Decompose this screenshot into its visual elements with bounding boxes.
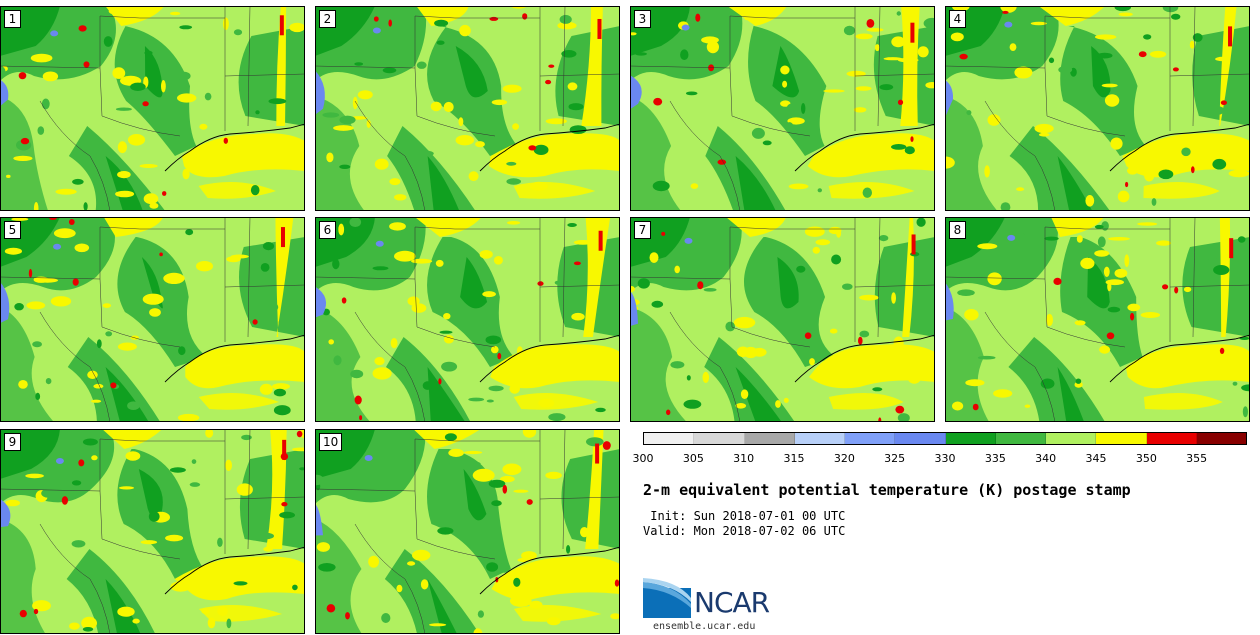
ncar-logo-icon (643, 578, 691, 618)
map-panel-3: 3 (630, 6, 935, 211)
colorbar-tick-label: 335 (984, 452, 1006, 465)
colorbar-tick-label: 345 (1085, 452, 1107, 465)
colorbar-tick-label: 355 (1186, 452, 1208, 465)
map-panel-9: 9 (0, 429, 305, 634)
map-panel-8: 8 (945, 217, 1250, 422)
colorbar-segment-1 (694, 433, 745, 444)
colorbar-tick-labels: 300 305 310 315 320 325 330 335 340 345 350 355 (633, 452, 1247, 466)
init-time: Init: Sun 2018-07-01 00 UTC (643, 509, 846, 523)
panel-number-label: 6 (319, 221, 336, 239)
map-panel-7: 7 (630, 217, 935, 422)
colorbar-tick-label: 300 (632, 452, 654, 465)
panel-number-label: 3 (634, 10, 651, 28)
panel-number-label: 2 (319, 10, 336, 28)
map-panel-10: 10 (315, 429, 620, 634)
map-panel-4: 4 (945, 6, 1250, 211)
panel-number-label: 10 (319, 433, 343, 451)
panel-number-label: 5 (4, 221, 21, 239)
colorbar-segment-2 (744, 433, 795, 444)
panel-number-label: 7 (634, 221, 651, 239)
colorbar-tick-label: 315 (783, 452, 805, 465)
colorbar-tick-label: 305 (682, 452, 704, 465)
colorbar-segment-10 (1146, 433, 1197, 444)
colorbar-segment-11 (1196, 433, 1246, 444)
figure-title: 2-m equivalent potential temperature (K)… (643, 481, 1131, 499)
colorbar-tick-label: 310 (733, 452, 755, 465)
colorbar-segment-9 (1096, 433, 1147, 444)
logo-text: NCAR (694, 586, 770, 619)
colorbar-segment-7 (995, 433, 1046, 444)
colorbar-segment-8 (1046, 433, 1097, 444)
colorbar-tick-label: 350 (1135, 452, 1157, 465)
panel-number-label: 4 (949, 10, 966, 28)
colorbar-segment-0 (644, 433, 695, 444)
map-panel-1: 1 (0, 6, 305, 211)
colorbar-tick-label: 325 (884, 452, 906, 465)
valid-time: Valid: Mon 2018-07-02 06 UTC (643, 524, 846, 538)
colorbar-segment-6 (945, 433, 996, 444)
website-url: ensemble.ucar.edu (653, 621, 756, 632)
colorbar-tick-label: 340 (1035, 452, 1057, 465)
panel-number-label: 9 (4, 433, 21, 451)
colorbar-tick-label: 330 (934, 452, 956, 465)
colorbar-segment-5 (895, 433, 946, 444)
panel-number-label: 8 (949, 221, 966, 239)
colorbar-segment-4 (845, 433, 896, 444)
map-panel-5: 5 (0, 217, 305, 422)
panel-number-label: 1 (4, 10, 21, 28)
colorbar (643, 432, 1247, 445)
colorbar-tick-label: 320 (833, 452, 855, 465)
map-panel-6: 6 (315, 217, 620, 422)
map-panel-2: 2 (315, 6, 620, 211)
colorbar-segment-3 (794, 433, 845, 444)
